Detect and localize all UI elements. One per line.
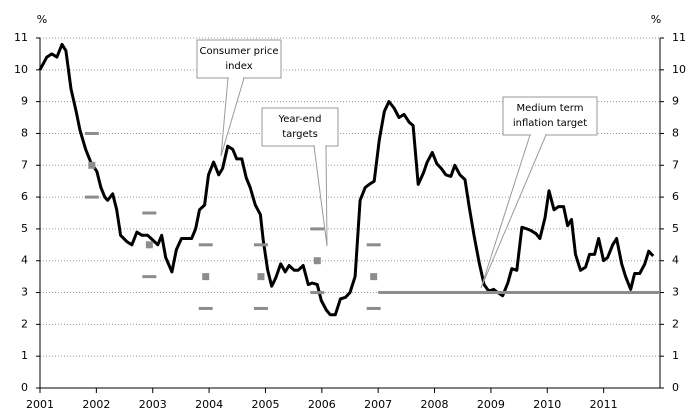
y2-tick-label: 0 xyxy=(672,381,679,394)
y-tick-label: 7 xyxy=(21,158,28,171)
y-tick-label: 10 xyxy=(14,63,28,76)
annotation-text: Medium term xyxy=(517,103,584,114)
x-tick-label: 2001 xyxy=(26,398,54,411)
y-tick-label: 0 xyxy=(21,381,28,394)
y2-tick-label: 4 xyxy=(672,254,679,267)
x-tick-label: 2004 xyxy=(195,398,223,411)
annotation-text: Consumer price xyxy=(199,46,278,57)
annotation-text: targets xyxy=(282,129,318,140)
x-tick-label: 2009 xyxy=(477,398,505,411)
y2-tick-label: 10 xyxy=(672,63,686,76)
y-tick-label: 3 xyxy=(21,286,28,299)
annotation-text: inflation target xyxy=(513,118,587,129)
y2-tick-label: 6 xyxy=(672,190,679,203)
x-tick-label: 2002 xyxy=(82,398,110,411)
y2-tick-label: 8 xyxy=(672,126,679,139)
y-tick-label: 5 xyxy=(21,222,28,235)
cpi-line xyxy=(38,42,655,317)
annotation-text: Year-end xyxy=(278,114,322,125)
annotation-box xyxy=(502,96,598,136)
annotation: Medium term inflation target xyxy=(480,96,598,289)
x-tick-label: 2011 xyxy=(590,398,618,411)
target-point xyxy=(257,273,265,281)
annotation-box xyxy=(196,39,282,79)
x-tick-label: 2003 xyxy=(139,398,167,411)
target-point xyxy=(145,241,153,249)
x-tick-label: 2008 xyxy=(421,398,449,411)
annotation-box xyxy=(261,107,339,147)
target-point xyxy=(88,161,96,169)
y-tick-label: 11 xyxy=(14,31,28,44)
y2-tick-label: 3 xyxy=(672,286,679,299)
y2-tick-label: 5 xyxy=(672,222,679,235)
y-tick-label: 6 xyxy=(21,190,28,203)
target-point xyxy=(370,273,378,281)
y2-tick-label: 11 xyxy=(672,31,686,44)
y2-tick-label: 9 xyxy=(672,95,679,108)
y-tick-label: 2 xyxy=(21,317,28,330)
y-tick-label: 1 xyxy=(21,349,28,362)
annotation: Consumer price index xyxy=(196,39,282,157)
target-point xyxy=(202,273,210,281)
y-tick-label: 4 xyxy=(21,254,28,267)
y-tick-label: 8 xyxy=(21,126,28,139)
y2-tick-label: 2 xyxy=(672,317,679,330)
y-axis-label: % xyxy=(37,13,47,26)
x-tick-label: 2010 xyxy=(533,398,561,411)
x-tick-label: 2005 xyxy=(251,398,279,411)
y2-axis-label: % xyxy=(651,13,661,26)
y-tick-label: 9 xyxy=(21,95,28,108)
x-tick-label: 2007 xyxy=(364,398,392,411)
y2-tick-label: 7 xyxy=(672,158,679,171)
annotation-text: index xyxy=(225,61,252,72)
y2-tick-label: 1 xyxy=(672,349,679,362)
target-point xyxy=(313,257,321,265)
annotation: Year-end targets xyxy=(261,107,339,247)
x-tick-label: 2006 xyxy=(308,398,336,411)
